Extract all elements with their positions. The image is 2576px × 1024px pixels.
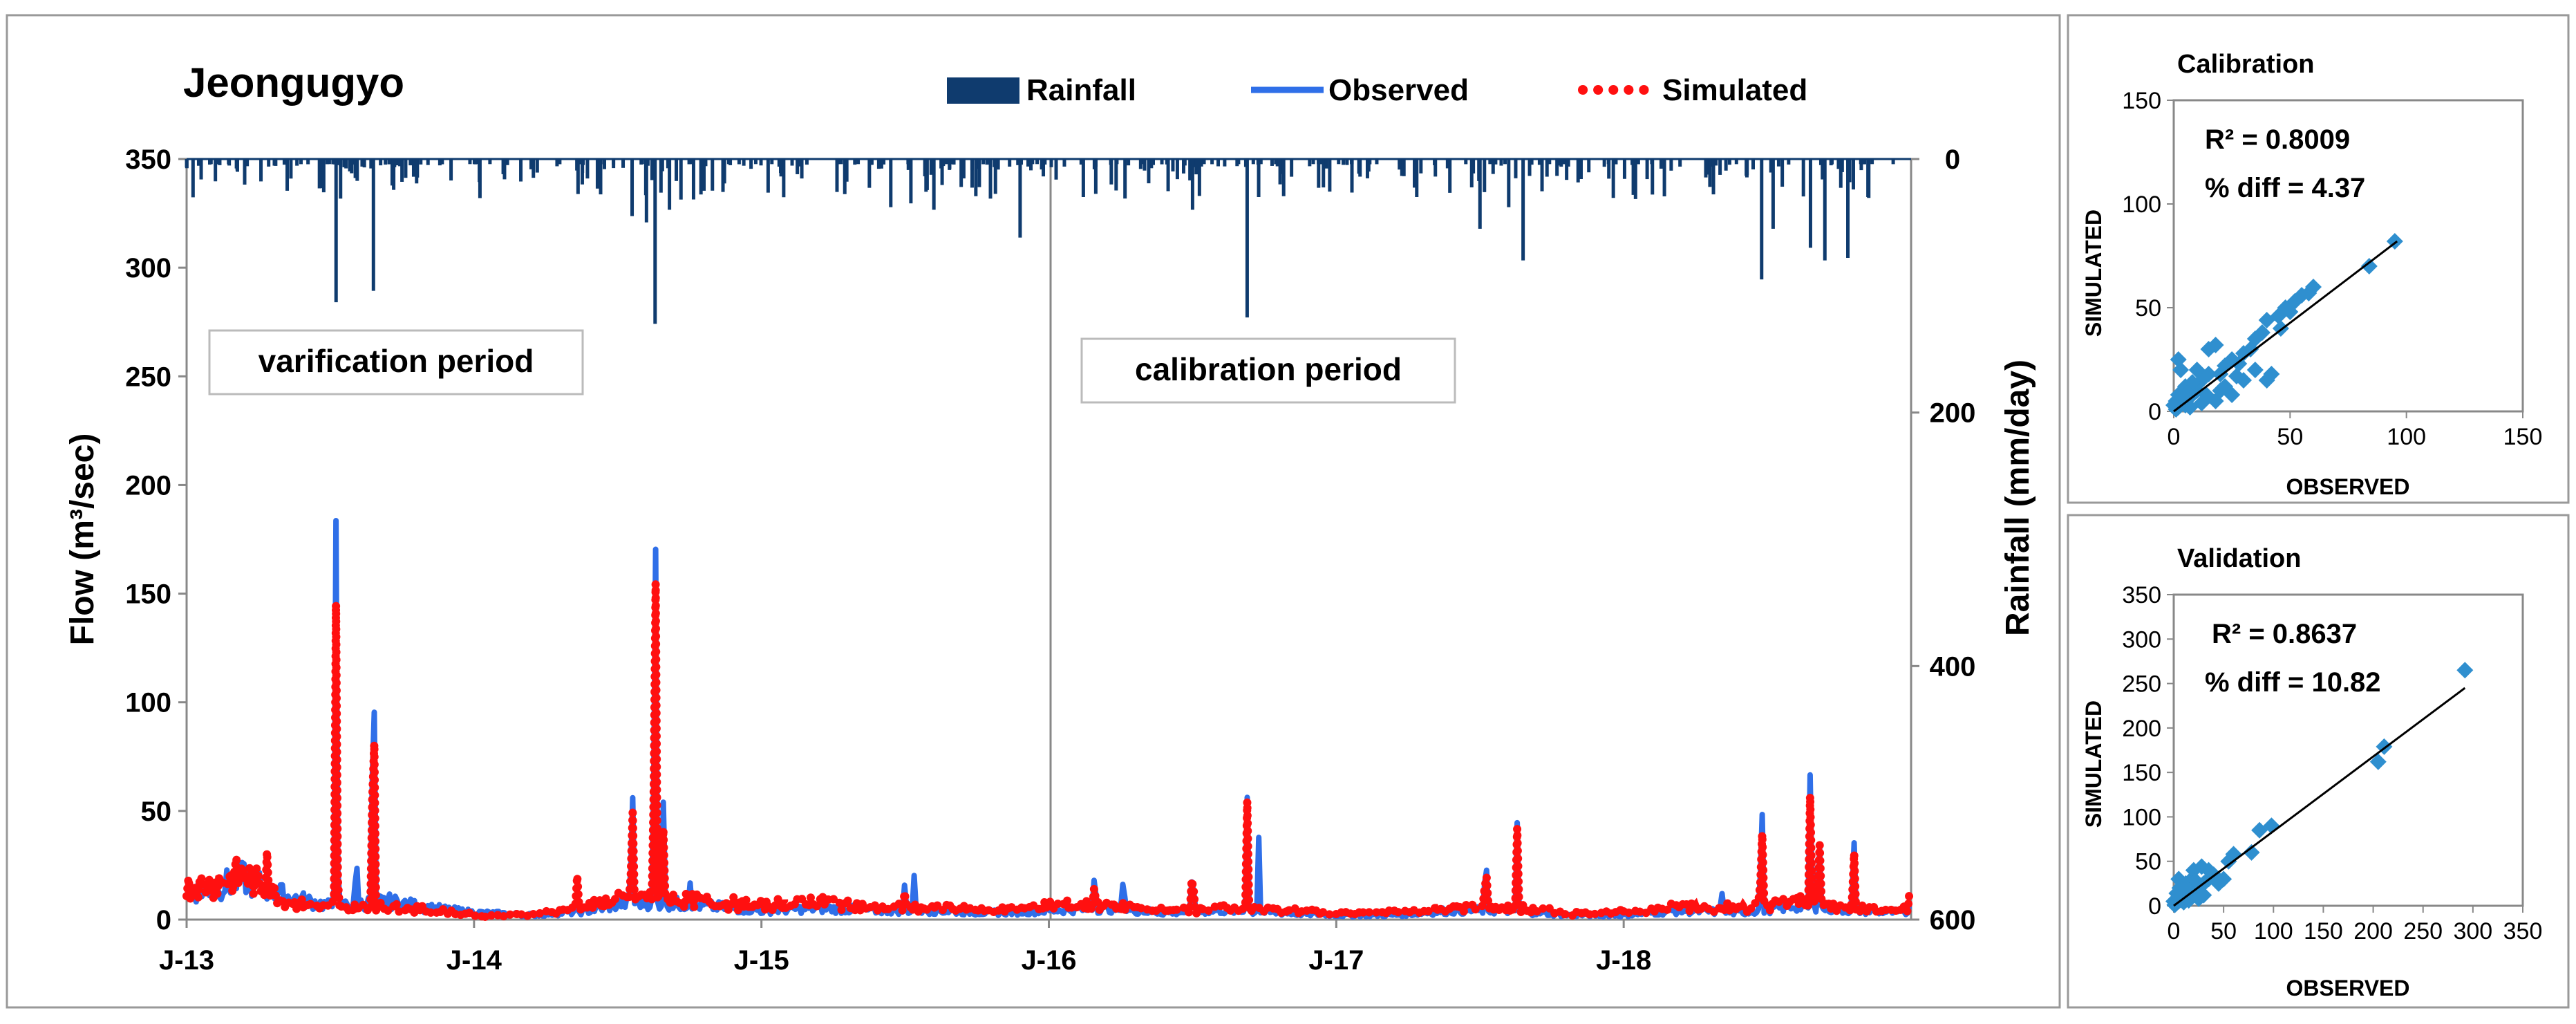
scatter-point	[2242, 341, 2259, 357]
scatter-x-tick-label: 150	[2503, 424, 2543, 450]
scatter-x-tick-label: 0	[2168, 918, 2181, 944]
scatter-x-tick-label: 350	[2503, 918, 2543, 944]
scatter-point	[2165, 893, 2182, 910]
scatter-point	[2243, 844, 2260, 861]
legend-rainfall-swatch	[947, 77, 1019, 104]
scatter-x-tick-label: 150	[2304, 918, 2343, 944]
validation-r2: R² = 0.8637	[2212, 619, 2357, 649]
scatter-point	[2300, 285, 2318, 301]
scatter-x-tick-label: 50	[2210, 918, 2237, 944]
y-tick-label-left: 300	[125, 253, 171, 283]
scatter-point	[2282, 304, 2299, 320]
chart-title: Jeongugyo	[183, 59, 404, 106]
legend-observed-label: Observed	[1328, 73, 1469, 107]
y-tick-label-left: 50	[141, 797, 172, 827]
scatter-y-tick-label: 100	[2122, 804, 2161, 830]
scatter-x-tick-label: 50	[2277, 424, 2303, 450]
y-tick-label-right: 600	[1930, 905, 1976, 935]
scatter-x-tick-label: 300	[2453, 918, 2492, 944]
x-tick-label: J-17	[1308, 945, 1364, 976]
scatter-y-tick-label: 350	[2122, 582, 2161, 608]
scatter-point	[2200, 862, 2217, 879]
simulated-line	[182, 583, 1914, 929]
y-tick-label-left: 0	[156, 905, 171, 935]
calibration-frame	[2067, 14, 2570, 504]
scatter-point	[2185, 862, 2202, 879]
scatter-point	[2220, 853, 2237, 870]
trendline	[2173, 687, 2466, 907]
scatter-point	[2360, 258, 2378, 274]
scatter-x-tick-label: 100	[2254, 918, 2293, 944]
scatter-y-tick-label: 50	[2135, 295, 2161, 322]
calibration-period-label: calibration period	[1135, 351, 1402, 387]
scatter-point	[2251, 821, 2268, 839]
verification-period-box	[208, 329, 584, 395]
scatter-point	[2195, 886, 2212, 904]
x-tick-label: J-14	[446, 945, 502, 976]
calibration-ylabel: SIMULATED	[2081, 210, 2106, 337]
scatter-x-tick-label: 100	[2387, 424, 2426, 450]
scatter-x-tick-label: 250	[2403, 918, 2443, 944]
legend-simulated-label: Simulated	[1662, 73, 1807, 107]
calibration-plot-area	[2172, 99, 2524, 413]
scatter-y-tick-label: 150	[2122, 760, 2161, 786]
trendline	[2173, 240, 2398, 413]
scatter-point	[2228, 368, 2245, 384]
observed-line	[184, 518, 1912, 920]
validation-frame	[2067, 514, 2570, 1009]
scatter-point	[2369, 753, 2387, 770]
scatter-y-tick-label: 0	[2148, 893, 2161, 920]
scatter-point	[2188, 362, 2206, 378]
legend-rainfall-label: Rainfall	[1026, 73, 1136, 107]
x-tick-label: J-18	[1596, 945, 1651, 976]
y-tick-label-left: 100	[125, 688, 171, 718]
verification-period-label: varification period	[258, 343, 534, 379]
y-tick-label-right: 0	[1945, 145, 1960, 175]
y-tick-label-left: 150	[125, 579, 171, 610]
x-tick-label: J-13	[159, 945, 214, 976]
scatter-point	[2200, 341, 2217, 357]
scatter-point	[2246, 362, 2264, 378]
x-tick-label: J-15	[734, 945, 789, 976]
validation-ylabel: SIMULATED	[2081, 700, 2106, 828]
scatter-y-tick-label: 50	[2135, 849, 2161, 875]
scatter-point	[2210, 875, 2227, 892]
scatter-point	[2263, 366, 2280, 382]
scatter-point	[2170, 387, 2187, 403]
calibration-xlabel: OBSERVED	[2286, 474, 2409, 499]
scatter-point	[2170, 871, 2188, 888]
validation-xlabel: OBSERVED	[2286, 976, 2409, 1000]
validation-plot-area	[2172, 593, 2524, 907]
scatter-point	[2170, 351, 2187, 368]
x-tick-label: J-16	[1021, 945, 1076, 976]
y-axis-label-right: Rainfall (mm/day)	[2000, 360, 2036, 636]
scatter-x-tick-label: 200	[2353, 918, 2393, 944]
y-tick-label-left: 200	[125, 470, 171, 501]
scatter-y-tick-label: 250	[2122, 671, 2161, 698]
scatter-y-tick-label: 0	[2148, 399, 2161, 425]
scatter-y-tick-label: 100	[2122, 192, 2161, 218]
scatter-point	[2217, 378, 2234, 395]
main-frame	[6, 14, 2061, 1009]
y-tick-label-right: 400	[1930, 651, 1976, 682]
scatter-point	[2456, 662, 2474, 679]
y-tick-label-right: 200	[1930, 398, 1976, 429]
scatter-y-tick-label: 200	[2122, 716, 2161, 742]
validation-title: Validation	[2177, 544, 2301, 573]
y-axis-label-left: Flow (m³/sec)	[64, 434, 101, 646]
y-tick-label-left: 250	[125, 362, 171, 392]
calibration-title: Calibration	[2177, 50, 2314, 79]
scatter-y-tick-label: 300	[2122, 626, 2161, 653]
validation-diff: % diff = 10.82	[2205, 667, 2381, 698]
scatter-point	[2258, 312, 2275, 328]
scatter-y-tick-label: 150	[2122, 88, 2161, 114]
calibration-diff: % diff = 4.37	[2205, 173, 2365, 203]
scatter-x-tick-label: 0	[2168, 424, 2181, 450]
calibration-period-box	[1080, 337, 1456, 404]
y-tick-label-left: 350	[125, 145, 171, 175]
calibration-r2: R² = 0.8009	[2205, 124, 2350, 155]
